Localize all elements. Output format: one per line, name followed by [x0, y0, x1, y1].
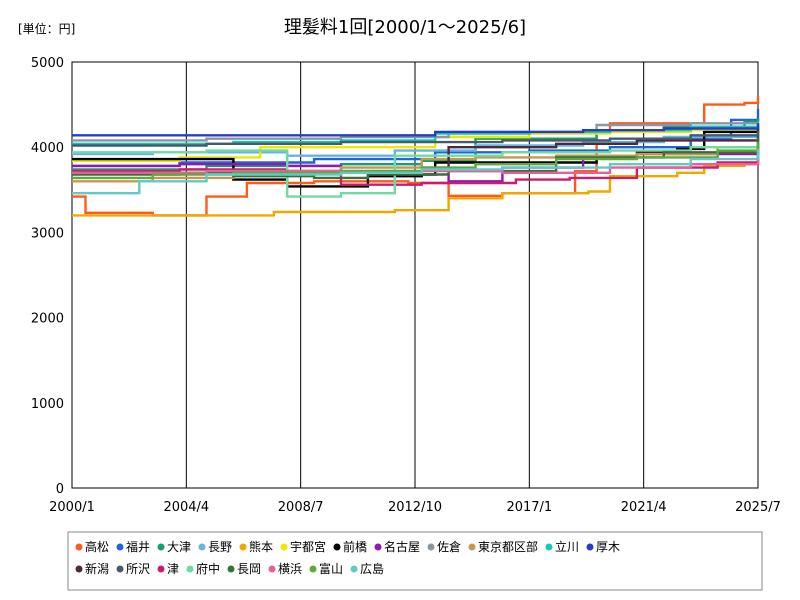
y-tick-label: 3000: [31, 226, 64, 241]
legend-label: 新潟: [85, 561, 109, 576]
legend-label: 広島: [360, 561, 384, 576]
series-line: [72, 138, 760, 198]
legend-label: 名古屋: [384, 539, 420, 554]
legend-label: 高松: [85, 539, 109, 554]
legend-label: 東京都区部: [478, 539, 538, 554]
x-tick-label: 2017/1: [506, 500, 552, 515]
legend-label: 厚木: [596, 540, 620, 554]
legend-marker: [157, 543, 165, 551]
legend-label: 大津: [167, 540, 191, 554]
legend-label: 横浜: [278, 562, 302, 576]
legend-label: 津: [167, 562, 179, 576]
series-line: [72, 123, 760, 137]
legend-marker: [198, 543, 206, 551]
series-line: [72, 148, 760, 195]
legend-marker: [116, 565, 124, 573]
legend-label: 富山: [319, 561, 343, 576]
series-line: [72, 137, 760, 180]
legend-marker: [75, 543, 83, 551]
legend-marker: [309, 565, 317, 573]
series-line: [72, 159, 760, 217]
legend-marker: [75, 565, 83, 573]
legend-label: 佐倉: [437, 539, 461, 554]
legend-label: 福井: [126, 539, 150, 554]
legend-label: 宇都宮: [290, 539, 326, 554]
y-axis: 0 1000 2000 3000 4000 5000: [31, 56, 64, 497]
unit-label: [単位：円]: [18, 21, 75, 36]
x-axis: 2000/1 2004/4 2008/7 2012/10 2017/1 2021/4 202…: [49, 500, 781, 515]
legend-label: 立川: [555, 539, 579, 554]
y-tick-label: 4000: [31, 141, 64, 156]
legend-marker: [350, 565, 358, 573]
y-tick-label: 5000: [31, 56, 64, 71]
legend-marker: [586, 543, 594, 551]
x-tick-label: 2021/4: [621, 500, 667, 515]
legend-marker: [374, 543, 382, 551]
legend-marker: [280, 543, 288, 551]
legend-label: 府中: [196, 561, 220, 576]
legend-marker: [186, 565, 194, 573]
legend-marker: [116, 543, 124, 551]
legend-marker: [239, 543, 247, 551]
x-tick-label: 2012/10: [388, 500, 442, 515]
legend-label: 所沢: [126, 562, 150, 576]
y-tick-label: 0: [56, 482, 64, 497]
legend-label: 長岡: [237, 562, 261, 576]
series-line: [72, 130, 760, 147]
legend-label: 前橋: [343, 539, 367, 554]
legend-label: 長野: [208, 540, 232, 554]
y-tick-label: 1000: [31, 397, 64, 412]
x-tick-label: 2000/1: [49, 500, 95, 515]
chart-title: 理髪料1回[2000/1～2025/6]: [284, 16, 526, 38]
y-tick-label: 2000: [31, 312, 64, 327]
legend-marker: [268, 565, 276, 573]
legend-marker: [545, 543, 553, 551]
legend-marker: [333, 543, 341, 551]
legend-marker: [157, 565, 165, 573]
legend-marker: [227, 565, 235, 573]
series-layer: [72, 96, 760, 217]
x-tick-label: 2008/7: [278, 500, 324, 515]
legend-marker: [427, 543, 435, 551]
x-tick-label: 2004/4: [163, 500, 209, 515]
x-tick-label: 2025/7: [735, 500, 781, 515]
legend-label: 熊本: [249, 539, 273, 554]
legend-marker: [468, 543, 476, 551]
